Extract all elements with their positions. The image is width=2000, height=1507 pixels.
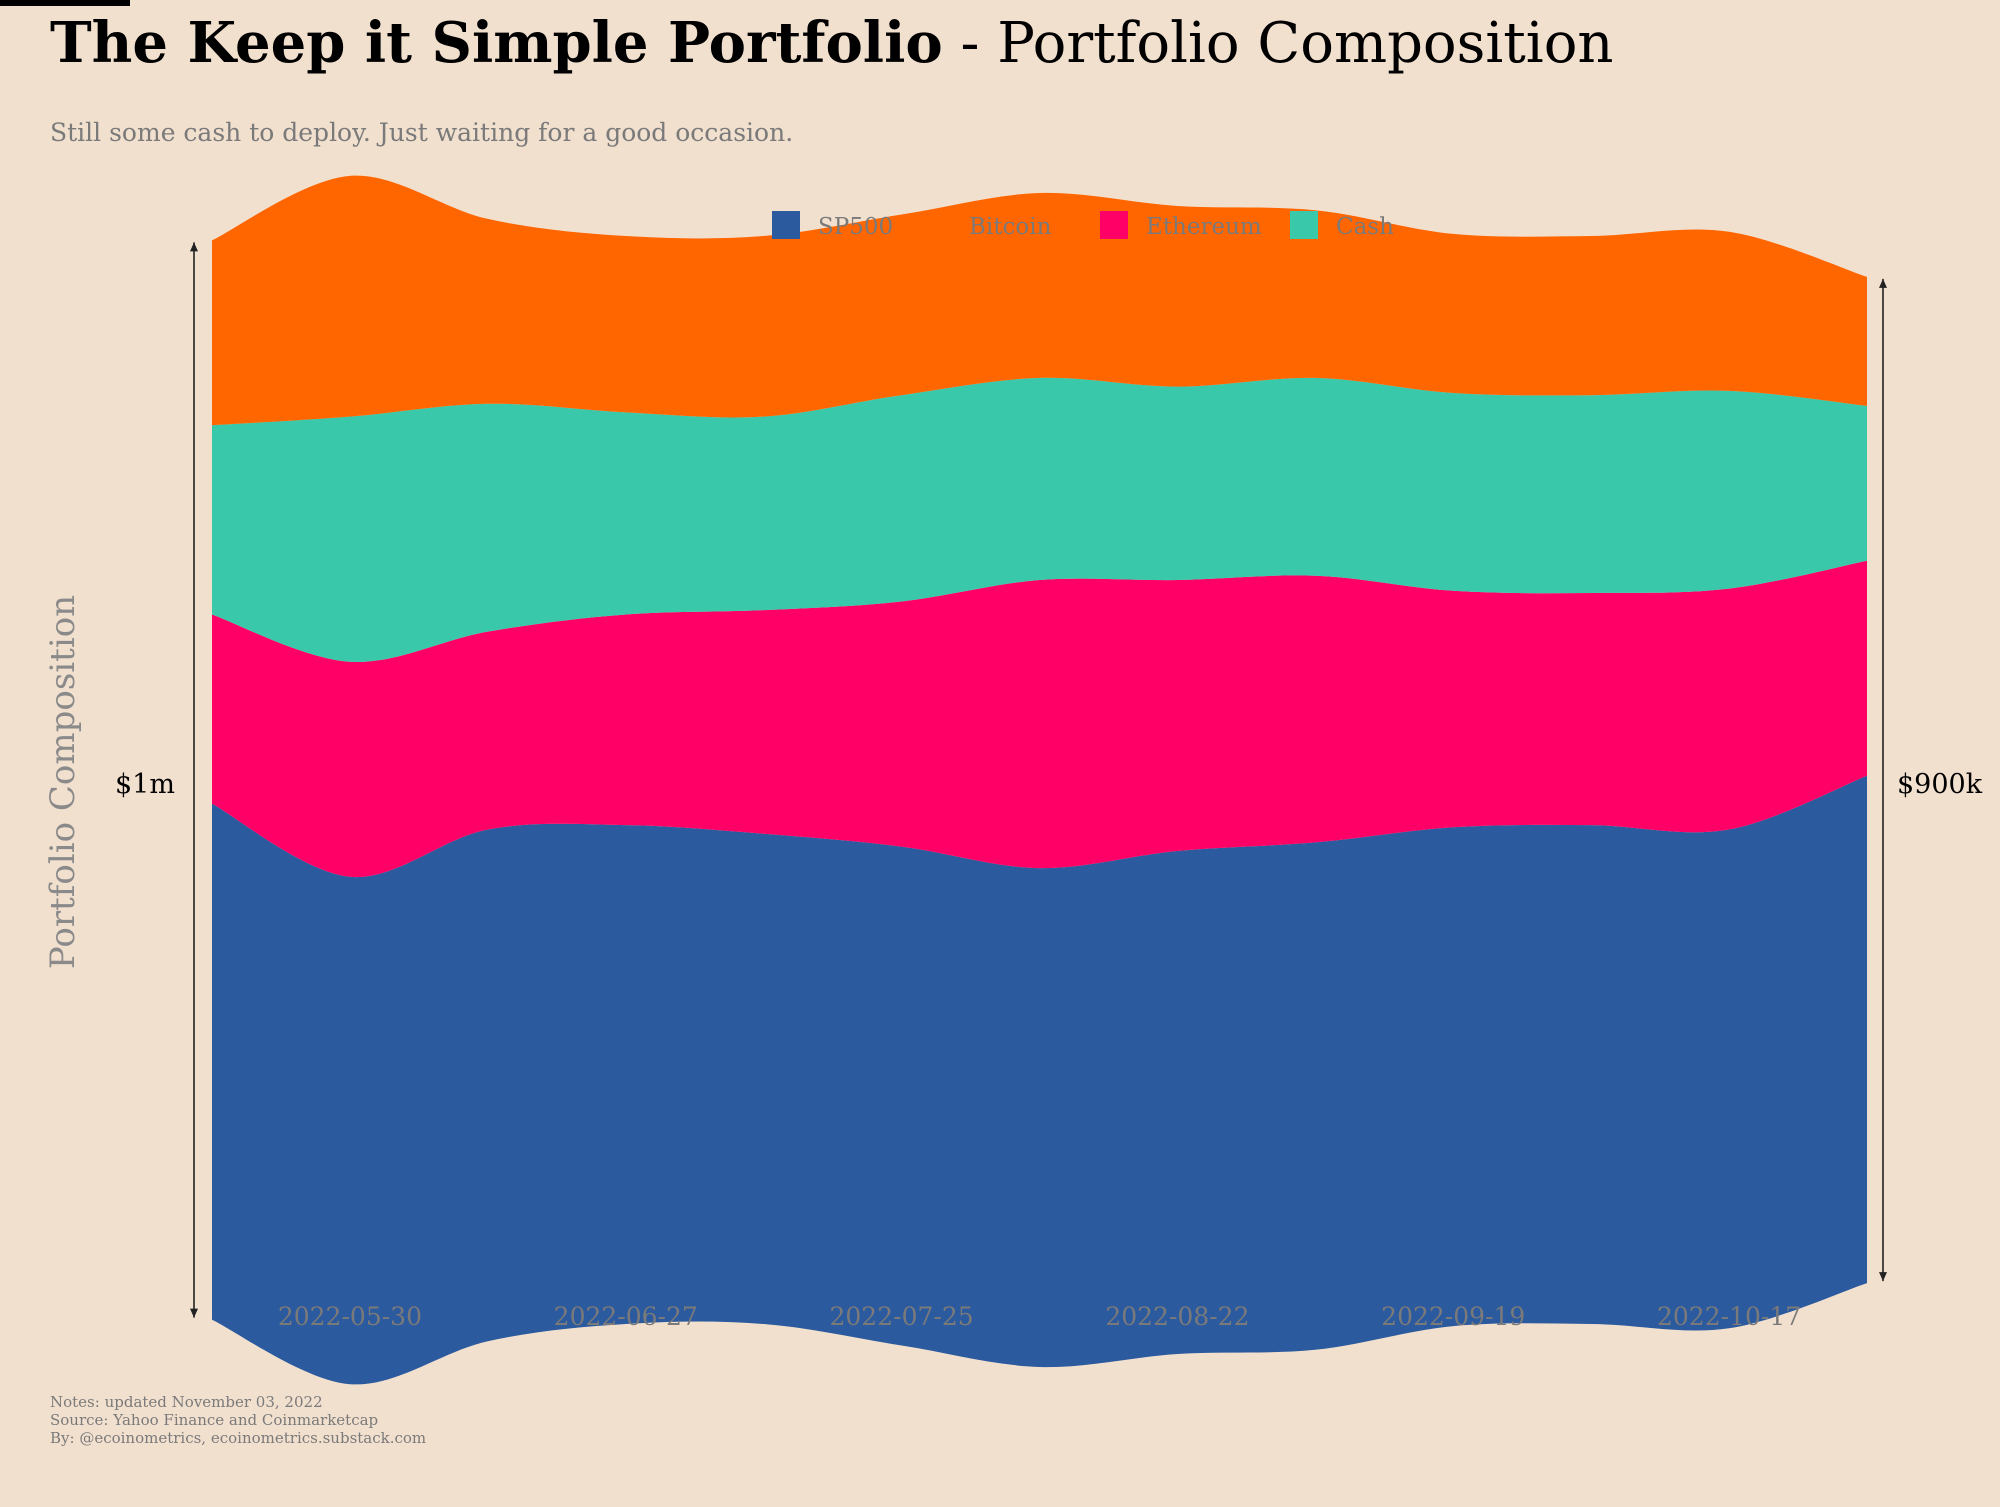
top-accent-bar xyxy=(0,0,130,6)
footnotes: Notes: updated November 03, 2022 Source:… xyxy=(50,1393,426,1447)
notes-updated: Notes: updated November 03, 2022 xyxy=(50,1393,323,1411)
legend-swatch-sp500 xyxy=(772,211,800,239)
area-ethereum xyxy=(212,560,1867,878)
chart-title: The Keep it Simple Portfolio - Portfolio… xyxy=(50,10,1613,76)
left-scale-arrow xyxy=(190,242,198,1318)
legend-swatch-cash xyxy=(1290,211,1318,239)
x-tick-label: 2022-08-22 xyxy=(1105,1302,1249,1331)
title-rest: - Portfolio Composition xyxy=(942,11,1614,76)
stream-areas xyxy=(212,175,1867,1385)
area-cash xyxy=(212,377,1867,663)
legend: SP500 Bitcoin Ethereum Cash xyxy=(772,211,1394,240)
x-tick-label: 2022-09-19 xyxy=(1381,1302,1525,1331)
legend-label-sp500: SP500 xyxy=(818,214,893,240)
y-axis-label: Portfolio Composition xyxy=(43,595,83,969)
legend-label-ethereum: Ethereum xyxy=(1146,214,1262,240)
left-scale-label: $1m xyxy=(115,769,175,800)
x-axis: 2022-05-30 2022-06-27 2022-07-25 2022-08-22… xyxy=(278,1302,1801,1331)
notes-by: By: @ecoinometrics, ecoinometrics.substa… xyxy=(50,1429,427,1447)
x-tick-label: 2022-06-27 xyxy=(554,1302,698,1331)
legend-swatch-ethereum xyxy=(1100,211,1128,239)
x-tick-label: 2022-10-17 xyxy=(1657,1302,1801,1331)
legend-swatch-bitcoin xyxy=(923,211,951,239)
chart-subtitle: Still some cash to deploy. Just waiting … xyxy=(50,118,794,147)
title-bold: The Keep it Simple Portfolio xyxy=(50,10,943,76)
scale-annotations: $1m $900k xyxy=(115,242,1983,1318)
x-tick-label: 2022-07-25 xyxy=(830,1302,974,1331)
x-tick-label: 2022-05-30 xyxy=(278,1302,422,1331)
legend-label-cash: Cash xyxy=(1336,214,1394,240)
area-bitcoin xyxy=(212,175,1867,426)
right-scale-arrow xyxy=(1879,278,1887,1282)
legend-label-bitcoin: Bitcoin xyxy=(969,214,1052,240)
right-scale-label: $900k xyxy=(1897,769,1983,800)
notes-source: Source: Yahoo Finance and Coinmarketcap xyxy=(50,1411,379,1429)
area-sp500 xyxy=(212,775,1867,1385)
